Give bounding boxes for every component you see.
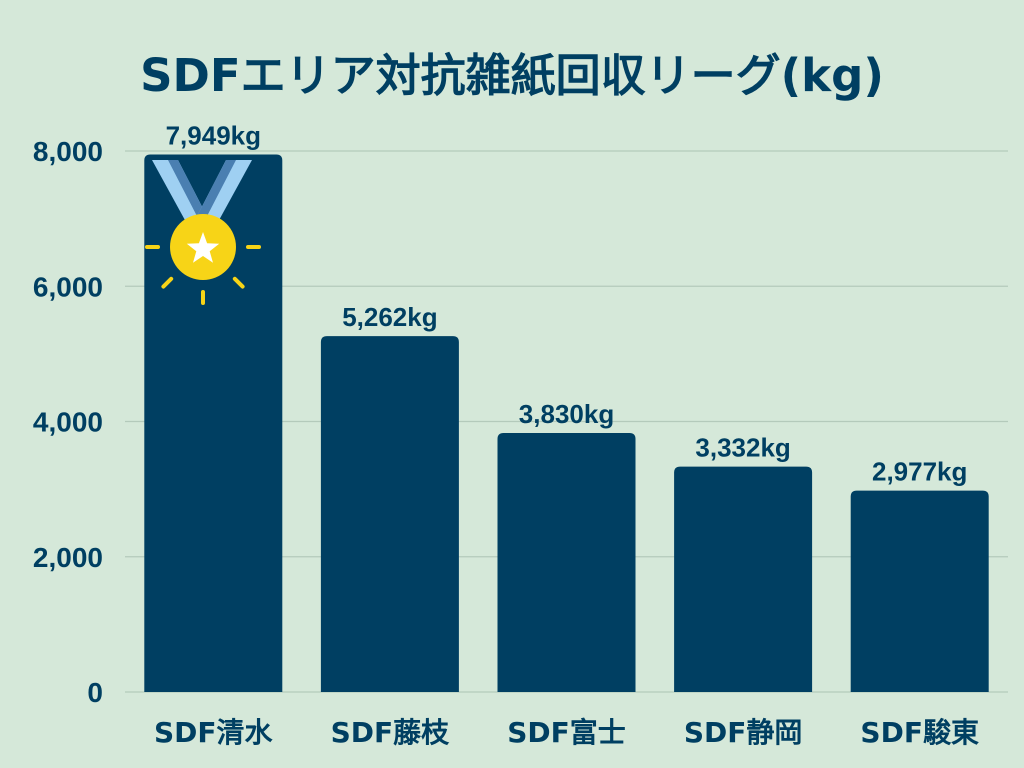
y-tick-label: 8,000 bbox=[33, 136, 103, 167]
category-label: SDF富士 bbox=[507, 716, 626, 749]
gold-medal-icon bbox=[145, 160, 261, 305]
star-icon bbox=[186, 232, 220, 263]
bar bbox=[320, 336, 459, 692]
value-label: 2,977kg bbox=[872, 457, 967, 487]
medal-ribbon-right-shade bbox=[194, 160, 236, 222]
value-labels: 7,949kg 5,262kg 3,830kg 3,332kg 2,977kg bbox=[166, 120, 968, 486]
x-axis-category-labels: SDF清水 SDF藤枝 SDF富士 SDF静岡 SDF駿東 bbox=[154, 716, 979, 749]
y-tick-label: 6,000 bbox=[33, 271, 103, 302]
bar bbox=[674, 466, 813, 692]
value-label: 5,262kg bbox=[342, 302, 437, 332]
value-label: 3,830kg bbox=[519, 399, 614, 429]
sparkle-ray bbox=[161, 276, 174, 289]
y-tick-label: 2,000 bbox=[33, 542, 103, 573]
bars bbox=[144, 154, 989, 693]
sparkle-ray bbox=[232, 276, 245, 289]
value-label: 3,332kg bbox=[695, 433, 790, 463]
medal-ribbon-left-shade bbox=[168, 160, 210, 222]
y-axis-tick-labels: 0 2,000 4,000 6,000 8,000 bbox=[33, 136, 103, 708]
y-tick-label: 4,000 bbox=[33, 407, 103, 438]
chart-title: SDFエリア対抗雑紙回収リーグ(kg) bbox=[140, 49, 884, 102]
bar bbox=[144, 154, 283, 693]
bar bbox=[497, 432, 636, 692]
medal-sparkles bbox=[145, 245, 261, 305]
category-label: SDF清水 bbox=[154, 716, 274, 749]
y-tick-label: 0 bbox=[87, 677, 103, 708]
category-label: SDF静岡 bbox=[684, 716, 803, 749]
category-label: SDF藤枝 bbox=[331, 716, 451, 749]
bar bbox=[850, 490, 989, 692]
value-label: 7,949kg bbox=[166, 120, 261, 150]
category-label: SDF駿東 bbox=[860, 716, 979, 749]
